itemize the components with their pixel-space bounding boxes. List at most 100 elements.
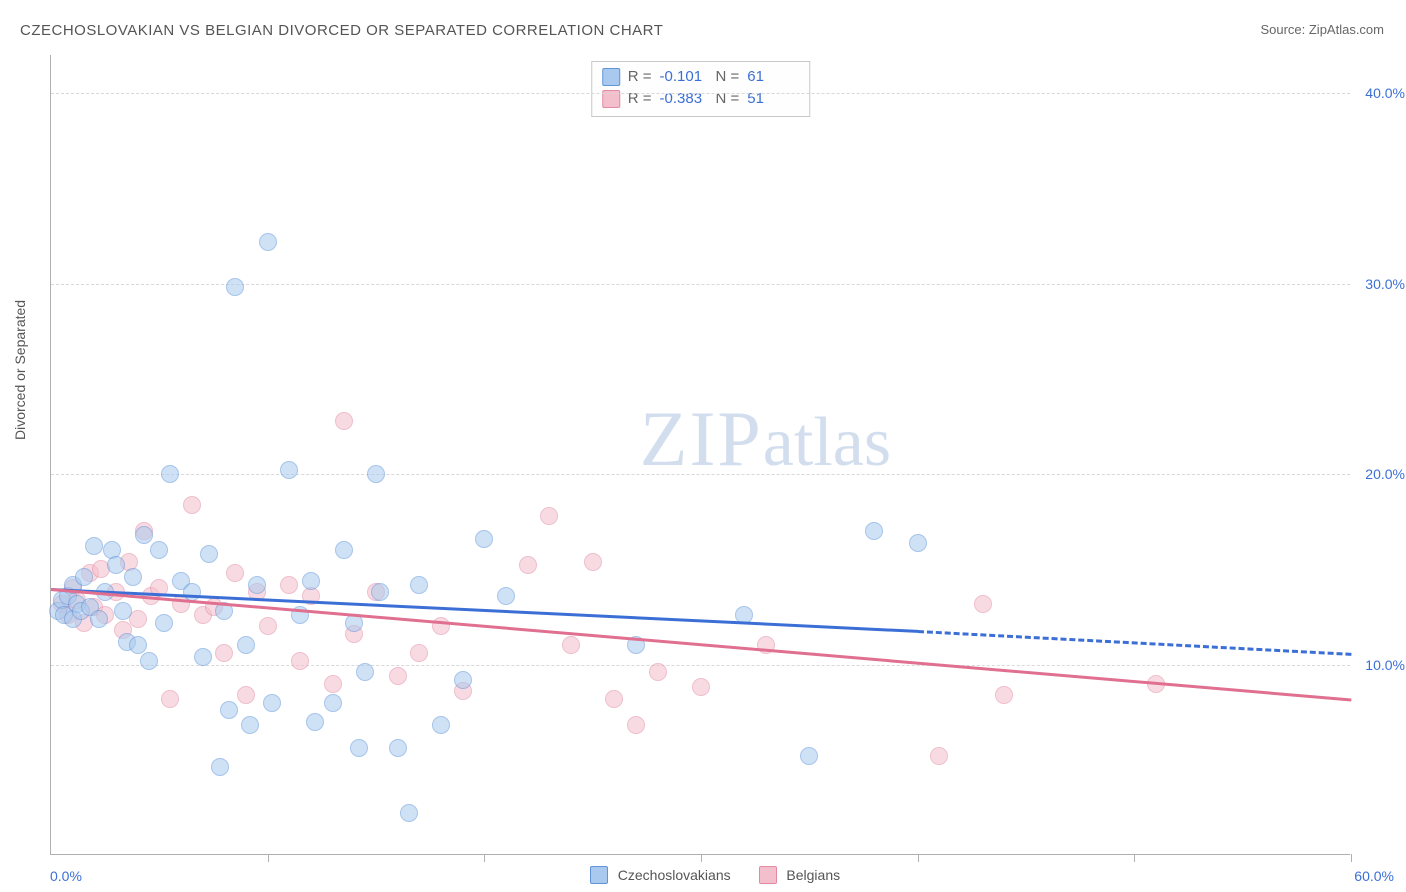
data-point [150, 541, 168, 559]
source-credit: Source: ZipAtlas.com [1260, 22, 1384, 37]
xtick [701, 854, 702, 862]
ytick-label: 10.0% [1365, 657, 1405, 673]
data-point [649, 663, 667, 681]
data-point [107, 556, 125, 574]
source-value: ZipAtlas.com [1309, 22, 1384, 37]
stats-n-b: 51 [747, 88, 795, 110]
data-point [432, 716, 450, 734]
watermark-atlas: atlas [763, 404, 891, 481]
stats-n-label: N = [716, 66, 740, 88]
data-point [562, 636, 580, 654]
watermark-zip: ZIP [640, 395, 763, 482]
ytick-label: 30.0% [1365, 276, 1405, 292]
legend-swatch-b [759, 866, 777, 884]
stats-n-a: 61 [747, 66, 795, 88]
data-point [584, 553, 602, 571]
data-point [627, 716, 645, 734]
data-point [400, 804, 418, 822]
data-point [356, 663, 374, 681]
data-point [75, 568, 93, 586]
stats-row-b: R = -0.383 N = 51 [602, 88, 796, 110]
data-point [215, 644, 233, 662]
stats-legend-box: R = -0.101 N = 61 R = -0.383 N = 51 [591, 61, 811, 117]
gridline [51, 665, 1350, 666]
xtick [484, 854, 485, 862]
data-point [140, 652, 158, 670]
gridline [51, 474, 1350, 475]
source-label: Source: [1260, 22, 1308, 37]
data-point [135, 526, 153, 544]
data-point [324, 675, 342, 693]
legend-label-b: Belgians [786, 867, 840, 883]
data-point [259, 233, 277, 251]
data-point [995, 686, 1013, 704]
data-point [350, 739, 368, 757]
data-point [324, 694, 342, 712]
data-point [865, 522, 883, 540]
data-point [183, 496, 201, 514]
data-point [280, 576, 298, 594]
ytick-label: 20.0% [1365, 466, 1405, 482]
data-point [410, 576, 428, 594]
trend-line [918, 630, 1351, 656]
data-point [155, 614, 173, 632]
data-point [540, 507, 558, 525]
data-point [371, 583, 389, 601]
legend-swatch-a [590, 866, 608, 884]
data-point [605, 690, 623, 708]
data-point [200, 545, 218, 563]
data-point [909, 534, 927, 552]
stats-r-a: -0.101 [660, 66, 708, 88]
data-point [263, 694, 281, 712]
data-point [90, 610, 108, 628]
data-point [291, 652, 309, 670]
xtick [918, 854, 919, 862]
data-point [410, 644, 428, 662]
data-point [241, 716, 259, 734]
stats-r-label: R = [628, 66, 652, 88]
gridline [51, 284, 1350, 285]
data-point [974, 595, 992, 613]
data-point [497, 587, 515, 605]
data-point [930, 747, 948, 765]
data-point [367, 465, 385, 483]
data-point [124, 568, 142, 586]
data-point [220, 701, 238, 719]
y-axis-label: Divorced or Separated [12, 300, 28, 440]
data-point [335, 412, 353, 430]
chart-title: CZECHOSLOVAKIAN VS BELGIAN DIVORCED OR S… [20, 22, 663, 39]
xtick [268, 854, 269, 862]
xtick [1351, 854, 1352, 862]
data-point [280, 461, 298, 479]
data-point [692, 678, 710, 696]
data-point [519, 556, 537, 574]
watermark: ZIPatlas [640, 394, 891, 484]
data-point [211, 758, 229, 776]
data-point [194, 648, 212, 666]
stats-swatch-a [602, 68, 620, 86]
data-point [389, 739, 407, 757]
data-point [302, 572, 320, 590]
data-point [237, 686, 255, 704]
data-point [161, 465, 179, 483]
bottom-legend: Czechoslovakians Belgians [0, 866, 1406, 884]
legend-label-a: Czechoslovakians [618, 867, 731, 883]
data-point [114, 602, 132, 620]
data-point [237, 636, 255, 654]
data-point [306, 713, 324, 731]
data-point [226, 564, 244, 582]
data-point [226, 278, 244, 296]
data-point [85, 537, 103, 555]
xtick [1134, 854, 1135, 862]
data-point [248, 576, 266, 594]
stats-row-a: R = -0.101 N = 61 [602, 66, 796, 88]
data-point [161, 690, 179, 708]
data-point [259, 617, 277, 635]
data-point [454, 671, 472, 689]
data-point [800, 747, 818, 765]
ytick-label: 40.0% [1365, 85, 1405, 101]
chart-container: CZECHOSLOVAKIAN VS BELGIAN DIVORCED OR S… [0, 0, 1406, 892]
stats-r-b: -0.383 [660, 88, 708, 110]
stats-n-label: N = [716, 88, 740, 110]
plot-area: ZIPatlas R = -0.101 N = 61 R = -0.383 N … [50, 55, 1350, 855]
